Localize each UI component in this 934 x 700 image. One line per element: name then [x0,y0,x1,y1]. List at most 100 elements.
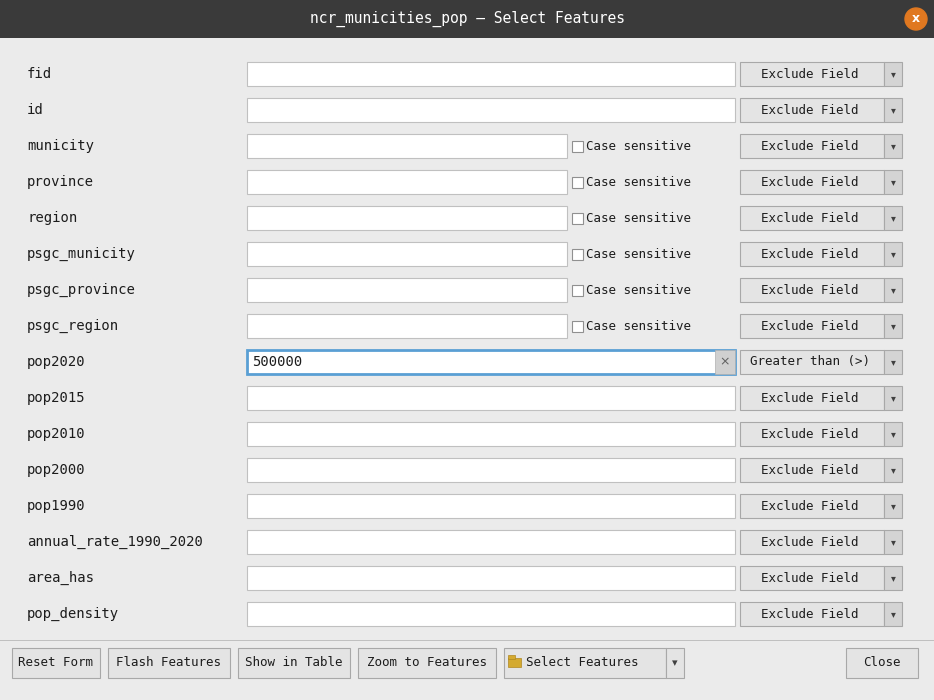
Text: Case sensitive: Case sensitive [586,176,691,188]
Bar [247,134,567,158]
Circle shape [905,8,927,30]
Text: area_has: area_has [27,571,94,585]
Text: Case sensitive: Case sensitive [586,248,691,260]
Bar [884,242,902,266]
Text: Exclude Field: Exclude Field [761,500,858,512]
Text: Case sensitive: Case sensitive [586,284,691,297]
Bar [884,494,902,518]
Text: region: region [27,211,78,225]
Text: pop_density: pop_density [27,607,120,621]
Text: pop2000: pop2000 [27,463,86,477]
Bar [715,350,735,374]
Text: Exclude Field: Exclude Field [761,319,858,332]
Bar [247,314,567,338]
Text: ▾: ▾ [890,213,896,223]
Bar [884,386,902,410]
Bar [846,648,918,678]
Text: Exclude Field: Exclude Field [761,608,858,620]
Text: ▾: ▾ [890,393,896,403]
Text: ×: × [720,356,730,368]
Text: Exclude Field: Exclude Field [761,104,858,116]
Bar [884,458,902,482]
Text: Exclude Field: Exclude Field [761,463,858,477]
Text: pop2010: pop2010 [27,427,86,441]
Bar [740,602,884,626]
Bar [884,62,902,86]
Bar [247,422,735,446]
Text: Exclude Field: Exclude Field [761,139,858,153]
Bar [247,602,735,626]
Bar [884,566,902,590]
Text: ▾: ▾ [890,249,896,259]
Text: Exclude Field: Exclude Field [761,428,858,440]
Bar [247,62,735,86]
Bar [572,141,583,151]
Bar [247,350,735,374]
Bar [740,278,884,302]
Text: ▾: ▾ [890,177,896,187]
Text: Greater than (>): Greater than (>) [750,356,870,368]
Bar [247,386,735,410]
Bar [740,242,884,266]
Bar [884,530,902,554]
Bar [247,170,567,194]
Text: psgc_municity: psgc_municity [27,247,135,261]
Text: ▾: ▾ [890,537,896,547]
Text: Close: Close [863,657,900,669]
Text: province: province [27,175,94,189]
Bar [884,602,902,626]
Text: fid: fid [27,67,52,81]
Text: Exclude Field: Exclude Field [761,536,858,549]
Text: psgc_region: psgc_region [27,319,120,333]
Bar [508,658,521,667]
Bar [884,422,902,446]
Bar [0,640,934,641]
Text: psgc_province: psgc_province [27,283,135,297]
Text: ▾: ▾ [890,69,896,79]
Bar [884,314,902,338]
Bar [247,494,735,518]
Text: ▾: ▾ [890,609,896,619]
Text: ▾: ▾ [890,357,896,367]
Bar [740,422,884,446]
Text: ▾: ▾ [890,465,896,475]
Text: ncr_municities_pop — Select Features: ncr_municities_pop — Select Features [309,11,625,27]
Bar [247,566,735,590]
Text: Exclude Field: Exclude Field [761,248,858,260]
Bar [740,530,884,554]
Text: Show in Table: Show in Table [246,657,343,669]
Bar [247,278,567,302]
Bar [884,350,902,374]
Text: municity: municity [27,139,94,153]
Text: ▾: ▾ [890,501,896,511]
Text: Case sensitive: Case sensitive [586,139,691,153]
Bar [740,62,884,86]
Text: Exclude Field: Exclude Field [761,571,858,584]
Bar [884,206,902,230]
Bar [238,648,350,678]
Text: Select Features: Select Features [526,657,639,669]
Text: Exclude Field: Exclude Field [761,211,858,225]
Bar [572,176,583,188]
Text: pop2015: pop2015 [27,391,86,405]
Bar [508,655,515,659]
Text: ▾: ▾ [890,429,896,439]
Text: ▾: ▾ [890,573,896,583]
Text: pop2020: pop2020 [27,355,86,369]
Bar [884,278,902,302]
Text: Exclude Field: Exclude Field [761,67,858,80]
Text: ▾: ▾ [672,658,678,668]
Bar [108,648,230,678]
Bar [884,134,902,158]
Bar [666,648,684,678]
Bar [884,170,902,194]
Text: Flash Features: Flash Features [117,657,221,669]
Text: 500000: 500000 [252,355,303,369]
Bar [358,648,496,678]
Text: pop1990: pop1990 [27,499,86,513]
Text: ▾: ▾ [890,285,896,295]
Bar [740,98,884,122]
Text: x: x [912,13,920,25]
Text: Case sensitive: Case sensitive [586,211,691,225]
Bar [740,566,884,590]
